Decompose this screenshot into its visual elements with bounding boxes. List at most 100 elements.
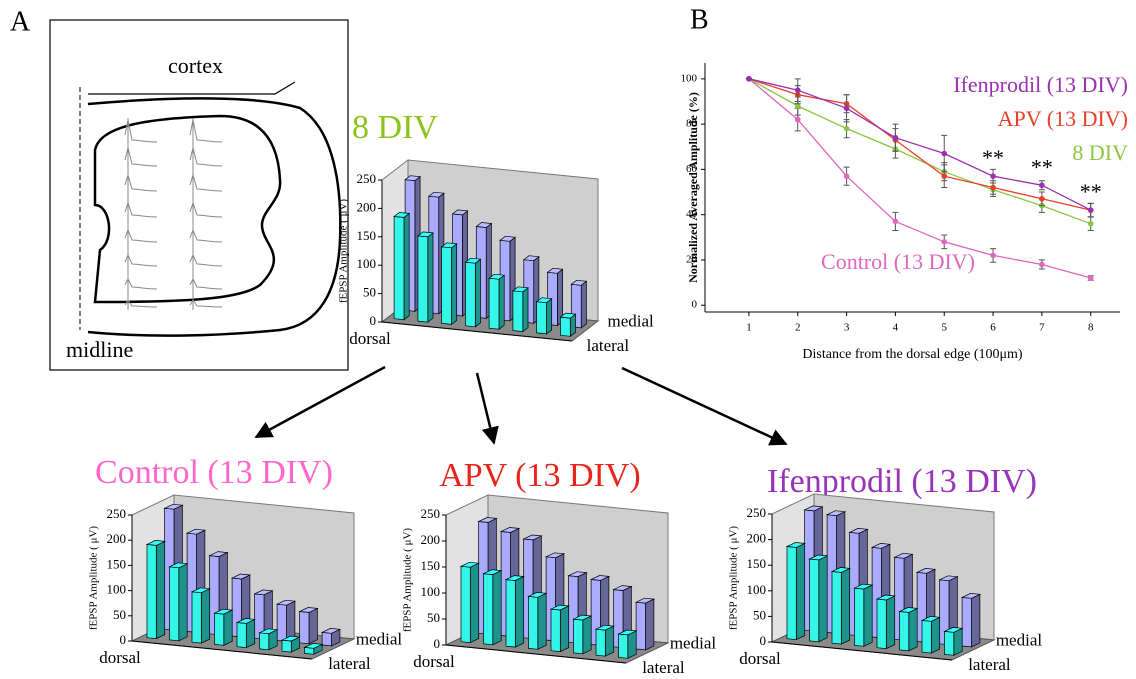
- bar: [559, 312, 577, 338]
- bar-top: [808, 554, 829, 561]
- significance: **: [1031, 154, 1053, 179]
- point: [1087, 275, 1094, 281]
- bar: [145, 540, 166, 640]
- bar-front: [961, 597, 972, 648]
- bar-front: [595, 628, 606, 657]
- bar-top: [549, 604, 570, 611]
- bar: [303, 643, 324, 655]
- y-tick-label: 50: [113, 607, 126, 622]
- bar-top: [190, 587, 211, 594]
- bar-front: [573, 618, 584, 655]
- bar-side: [474, 258, 481, 328]
- bar-front: [854, 587, 865, 647]
- bar: [320, 628, 342, 647]
- bar: [853, 583, 874, 647]
- series-line: [748, 78, 1091, 211]
- bar-side: [795, 542, 806, 641]
- x-tick-label: 6: [990, 322, 996, 334]
- depth-label: lateral: [968, 655, 1011, 674]
- bar: [943, 627, 964, 656]
- bar-side: [498, 274, 505, 330]
- bar-top: [280, 635, 301, 642]
- bar-top: [870, 543, 892, 549]
- point: [1087, 207, 1094, 213]
- bar-front: [259, 632, 270, 651]
- bar-front: [276, 603, 287, 642]
- bar-side: [604, 625, 615, 657]
- y-axis-label: fEPSP Amplitude ( μV): [88, 526, 100, 631]
- bar-side: [582, 615, 592, 655]
- bar-top: [213, 608, 234, 615]
- bar-top: [570, 279, 588, 286]
- bar-side: [971, 593, 981, 648]
- y-tick-label: 100: [681, 72, 698, 84]
- arrows: [254, 365, 788, 446]
- bar-side: [522, 287, 529, 333]
- depth-label: medial: [608, 312, 655, 331]
- bar-front: [321, 632, 332, 647]
- bar-front: [465, 261, 476, 328]
- y-tick-label: 0: [370, 313, 377, 328]
- bar-top: [275, 599, 297, 606]
- x-axis: [445, 644, 627, 664]
- series-line: [748, 78, 1091, 279]
- y-tick-label: 150: [747, 556, 767, 571]
- chart-title: APV (13 DIV): [439, 457, 640, 494]
- bar-top: [559, 312, 577, 319]
- bar: [634, 597, 656, 651]
- point: [990, 173, 996, 179]
- series-line: [748, 78, 1091, 211]
- point: [1039, 182, 1045, 189]
- bar-top: [504, 575, 525, 581]
- bar-top: [477, 517, 498, 523]
- bar: [617, 629, 638, 659]
- bar-top: [482, 569, 503, 575]
- bar-top: [464, 257, 482, 264]
- panel-label: B: [690, 4, 709, 35]
- bar-top: [535, 297, 553, 304]
- x-axis: [131, 640, 313, 660]
- depth-label: medial: [670, 634, 717, 653]
- bar: [393, 212, 411, 321]
- bar: [258, 628, 279, 651]
- bar: [511, 286, 529, 333]
- bar: [572, 614, 593, 655]
- point: [941, 173, 948, 179]
- y-tick-label: 50: [363, 285, 376, 300]
- bar-side: [537, 592, 547, 650]
- bar-top: [915, 568, 937, 574]
- bar: [168, 562, 189, 642]
- bar-top: [298, 607, 319, 613]
- y-axis-label: Normalized Averaged Amplitude (%): [686, 92, 700, 283]
- bar-side: [155, 540, 166, 640]
- bar-front: [512, 290, 524, 332]
- x-axis-label: Distance from the dorsal edge (100μm): [802, 347, 1022, 362]
- bar-side: [580, 280, 587, 329]
- y-tick-label: 0: [434, 636, 441, 651]
- bar: [898, 607, 919, 652]
- bar: [416, 231, 434, 323]
- bar-side: [885, 595, 896, 650]
- chart-title: Control (13 DIV): [95, 454, 333, 491]
- bar: [459, 561, 480, 644]
- bar-front: [505, 579, 516, 648]
- bar: [280, 635, 301, 653]
- bar-top: [898, 607, 919, 613]
- bar-top: [393, 212, 411, 218]
- bar-top: [451, 209, 469, 216]
- bar: [527, 592, 548, 650]
- bar-top: [499, 235, 517, 242]
- x-tick-label: 3: [844, 322, 850, 334]
- y-tick-label: 250: [357, 171, 377, 186]
- bar-front: [536, 301, 547, 335]
- y-axis-label: fEPSP Amplitude ( μV): [338, 199, 350, 304]
- bar-front: [528, 596, 539, 650]
- bar: [875, 594, 896, 650]
- bar: [464, 257, 482, 328]
- bar: [549, 604, 570, 653]
- bar-side: [559, 605, 570, 653]
- bar-front: [809, 558, 820, 643]
- x-axis-label: dorsal: [349, 329, 391, 348]
- depth-label: medial: [356, 630, 403, 649]
- bar-side: [908, 607, 918, 652]
